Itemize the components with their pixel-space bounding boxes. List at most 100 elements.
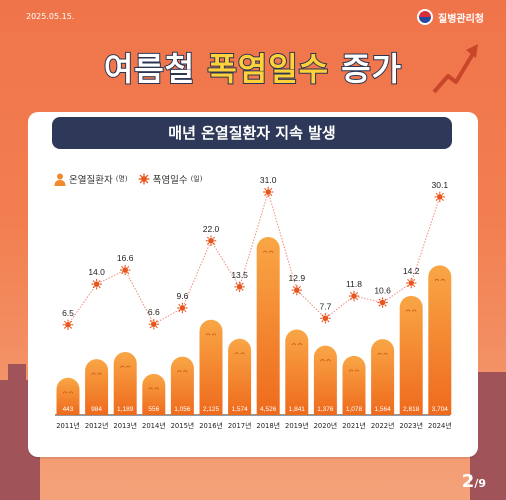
bar-face-eye [119, 365, 125, 368]
x-tick-label: 2020년 [314, 421, 338, 430]
bar-face-eye [383, 352, 388, 355]
x-tick-label: 2017년 [228, 421, 252, 430]
bar-value-label: 4,526 [260, 406, 277, 413]
bar-value-label: 556 [148, 406, 159, 413]
point-value-label: 6.5 [62, 308, 74, 318]
bar-face-eye [440, 278, 446, 282]
page-separator: / [474, 477, 479, 490]
page-indicator: 2/9 [462, 471, 486, 492]
point-heatwave [320, 313, 331, 324]
bar-patients [113, 352, 137, 415]
point-value-label: 12.9 [289, 273, 306, 283]
taegeuk-icon [417, 9, 433, 25]
person-icon [54, 173, 66, 186]
point-value-label: 31.0 [260, 175, 277, 185]
point-heatwave [205, 235, 217, 246]
bar-value-label: 2,125 [203, 406, 220, 413]
bar-value-label: 1,078 [346, 406, 363, 413]
bar-patients [199, 319, 223, 415]
bar-face-eye [297, 343, 303, 346]
x-tick-label: 2016년 [199, 421, 223, 430]
bar-face-eye [377, 352, 382, 355]
legend-patients-unit: (명) [115, 175, 128, 183]
bar-patients [170, 356, 194, 415]
point-heatwave [377, 297, 388, 308]
point-heatwave [148, 319, 160, 330]
bar-patients [371, 339, 395, 415]
bar-face-eye [97, 372, 102, 375]
bar-face-eye [211, 333, 217, 336]
bar-face-eye [240, 352, 245, 355]
background-building [8, 364, 26, 384]
point-heatwave [348, 290, 360, 302]
bar-value-label: 2,818 [403, 406, 420, 413]
point-value-label: 14.0 [88, 267, 105, 277]
title-part-2: 폭염일수 [206, 49, 330, 89]
chart-legend: 온열질환자 (명) 폭염일수 (일) [54, 172, 202, 186]
bar-face-eye [68, 391, 74, 394]
agency-logo: 질병관리청 [417, 9, 484, 25]
bar-value-label: 1,376 [317, 406, 334, 413]
point-value-label: 10.6 [374, 286, 391, 296]
point-value-label: 22.0 [203, 224, 220, 234]
point-heatwave [263, 186, 274, 198]
x-tick-label: 2022년 [371, 421, 395, 430]
legend-patients-label: 온열질환자 [69, 175, 113, 186]
trend-arrow-icon [432, 44, 478, 94]
point-value-label: 7.7 [319, 301, 331, 311]
legend-heatwave-label: 폭염일수 [152, 175, 188, 186]
point-value-label: 6.6 [148, 307, 160, 317]
legend-heatwave: 폭염일수 (일) [138, 172, 203, 186]
bar-patients [342, 355, 366, 415]
bar-face-eye [183, 370, 188, 373]
date-label: 2025.05.15. [26, 12, 75, 21]
point-heatwave [234, 281, 245, 293]
bar-value-label: 1,189 [117, 406, 134, 413]
bar-value-label: 1,564 [374, 406, 391, 413]
bar-face-eye [411, 309, 417, 312]
bar-face-eye [354, 369, 360, 372]
x-tick-label: 2024년 [428, 421, 452, 430]
page-current: 2 [461, 471, 475, 492]
bar-face-eye [205, 333, 211, 336]
bar-value-label: 443 [63, 406, 74, 413]
point-value-label: 13.5 [231, 270, 248, 280]
bar-patients [399, 295, 423, 415]
point-heatwave [91, 278, 102, 290]
bar-face-eye [91, 372, 96, 375]
bar-patients [56, 377, 80, 415]
point-value-label: 30.1 [432, 180, 449, 190]
sun-icon [138, 173, 150, 185]
page-total: 9 [478, 477, 486, 490]
x-tick-label: 2013년 [113, 421, 137, 430]
page-title: 여름철 폭염일수 증가 [0, 44, 506, 90]
x-tick-label: 2011년 [56, 421, 80, 430]
point-heatwave [62, 319, 74, 330]
bar-value-label: 3,704 [432, 406, 449, 413]
point-heatwave [434, 191, 445, 203]
point-value-label: 11.8 [346, 279, 362, 289]
bar-face-eye [291, 343, 297, 346]
x-tick-label: 2023년 [399, 421, 423, 430]
bar-value-label: 1,056 [174, 406, 191, 413]
bar-face-eye [405, 309, 411, 312]
bar-face-eye [326, 359, 331, 362]
legend-heatwave-unit: (일) [190, 175, 203, 183]
bar-face-eye [177, 370, 182, 373]
bar-patients [428, 265, 452, 415]
x-tick-label: 2021년 [342, 421, 366, 430]
point-heatwave [406, 277, 417, 289]
bar-patients [256, 237, 280, 415]
bar-face-eye [125, 365, 131, 368]
x-tick-label: 2012년 [85, 421, 109, 430]
point-value-label: 9.6 [176, 291, 188, 301]
point-heatwave [177, 302, 188, 314]
bar-face-eye [268, 250, 274, 253]
bar-face-eye [434, 278, 440, 282]
bar-patients [228, 338, 252, 415]
bar-face-eye [62, 391, 68, 394]
bar-patients [85, 359, 109, 415]
bar-face-eye [262, 250, 268, 253]
point-heatwave [291, 284, 302, 296]
